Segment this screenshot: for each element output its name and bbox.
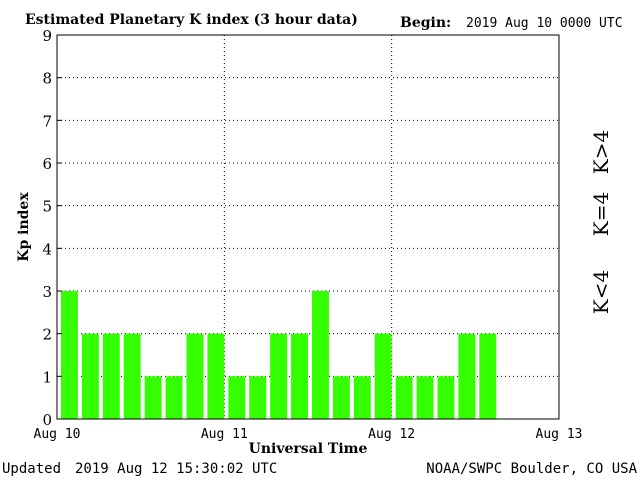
- kp-bar: [81, 333, 99, 419]
- kp-bar: [61, 291, 78, 419]
- begin-label: Begin:: [400, 15, 451, 31]
- legend-k-low: K<4: [589, 270, 613, 314]
- x-tick-label: Aug 10: [34, 427, 81, 442]
- bar-series: [61, 291, 497, 419]
- kp-bar: [144, 376, 162, 419]
- y-tick-label: 7: [42, 112, 52, 130]
- kp-bar: [270, 333, 288, 419]
- legend-k-high: K>4: [589, 130, 613, 174]
- x-tick-label: Aug 11: [201, 427, 248, 442]
- y-tick-label: 1: [42, 368, 52, 386]
- x-axis-label: Universal Time: [249, 441, 368, 457]
- source-credit: NOAA/SWPC Boulder, CO USA: [426, 461, 637, 477]
- y-tick-label: 4: [42, 240, 52, 258]
- updated-label: Updated: [2, 461, 61, 477]
- y-tick-label: 0: [42, 411, 52, 429]
- y-tick-label: 5: [42, 198, 52, 216]
- kp-bar: [312, 291, 329, 419]
- kp-bar: [437, 376, 455, 419]
- kp-bar: [458, 333, 476, 419]
- x-tick-label: Aug 13: [536, 427, 583, 442]
- y-tick-label: 2: [42, 326, 52, 344]
- kp-bar: [249, 376, 267, 419]
- kp-bar: [479, 333, 497, 419]
- y-tick-label: 3: [42, 283, 52, 301]
- kp-bar: [186, 333, 204, 419]
- kp-bar: [395, 376, 413, 419]
- y-tick-label: 9: [42, 27, 52, 45]
- kp-bar: [374, 333, 392, 419]
- y-axis-ticks: 0 1 2 3 4 5 6 7 8 9: [42, 27, 62, 429]
- y-tick-label: 8: [42, 70, 52, 88]
- begin-value: 2019 Aug 10 0000 UTC: [466, 16, 623, 31]
- kp-bar: [416, 376, 434, 419]
- kp-bar: [353, 376, 371, 419]
- legend-k-equal: K=4: [589, 192, 613, 236]
- kp-bar: [102, 333, 120, 419]
- y-tick-label: 6: [42, 155, 52, 173]
- kp-bar: [207, 333, 225, 419]
- chart-title: Estimated Planetary K index (3 hour data…: [25, 12, 358, 28]
- updated-value: 2019 Aug 12 15:30:02 UTC: [75, 461, 277, 477]
- x-axis-ticks: Aug 10 Aug 11 Aug 12 Aug 13: [34, 427, 583, 442]
- kp-bar: [228, 376, 246, 419]
- plot-frame: [56, 34, 560, 420]
- kp-bar: [123, 333, 141, 419]
- y-axis-label: Kp index: [16, 192, 32, 262]
- kp-bar: [165, 376, 183, 419]
- kp-bar: [332, 376, 350, 419]
- kp-bar: [291, 333, 308, 419]
- x-tick-label: Aug 12: [368, 427, 415, 442]
